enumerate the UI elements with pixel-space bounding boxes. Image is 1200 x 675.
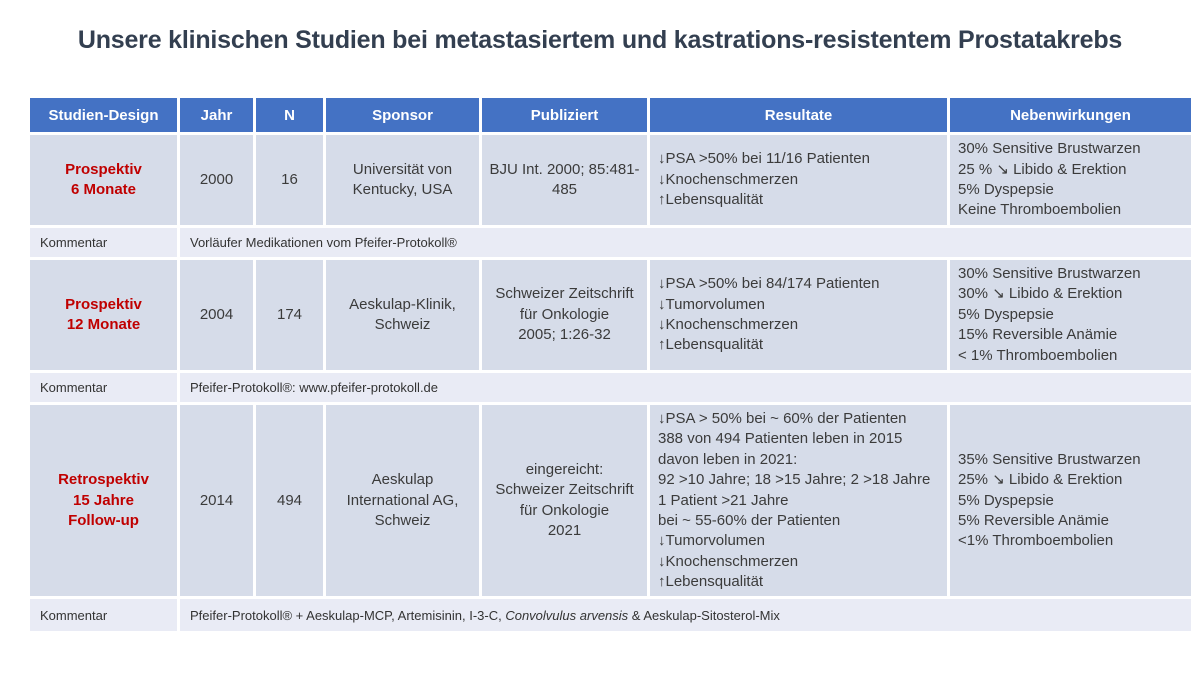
col-header-n: N [256,98,323,132]
col-header-resultate: Resultate [650,98,947,132]
nebenwirkungen-cell: 35% Sensitive Brustwarzen 25% ↘ Libido &… [950,404,1191,597]
kommentar-text-post: & Aeskulap-Sitosterol-Mix [628,607,780,623]
kommentar-label: Kommentar [30,372,177,402]
kommentar-text-pre: Pfeifer-Protokoll® + Aeskulap-MCP, Artem… [190,607,506,623]
n-cell: 174 [256,260,323,370]
n-cell: 16 [256,135,323,225]
kommentar-row-3: Kommentar Pfeifer-Protokoll® + Aeskulap-… [30,599,1191,632]
resultate-cell: ↓PSA >50% bei 84/174 Patienten ↓Tumorvol… [650,260,947,370]
nebenwirkungen-cell: 30% Sensitive Brustwarzen 25 % ↘ Libido … [950,135,1191,225]
jahr-cell: 2000 [180,135,253,225]
table-header-row: Studien-Design Jahr N Sponsor Publiziert… [30,98,1191,132]
table-row-study-2000: Prospektiv 6 Monate 2000 16 Universität … [30,135,1191,225]
kommentar-text: Pfeifer-Protokoll®: www.pfeifer-protokol… [180,372,1191,402]
table-row-study-2004: Prospektiv 12 Monate 2004 174 Aeskulap-K… [30,260,1191,370]
kommentar-label: Kommentar [30,599,177,632]
resultate-cell: ↓PSA > 50% bei ~ 60% der Patienten 388 v… [650,404,947,597]
nebenwirkungen-cell: 30% Sensitive Brustwarzen 30% ↘ Libido &… [950,260,1191,370]
kommentar-label: Kommentar [30,228,177,257]
kommentar-text: Vorläufer Medikationen vom Pfeifer-Proto… [180,228,1191,257]
design-cell: Prospektiv 12 Monate [30,260,177,370]
publiziert-cell: Schweizer Zeitschrift für Onkologie 2005… [482,260,647,370]
page-title: Unsere klinischen Studien bei metastasie… [77,26,1123,54]
kommentar-text-italic: Convolvulus arvensis [505,607,629,623]
design-cell: Prospektiv 6 Monate [30,135,177,225]
design-cell: Retrospektiv 15 Jahre Follow-up [30,404,177,597]
publiziert-cell: eingereicht: Schweizer Zeitschrift für O… [482,404,647,597]
studies-table: Studien-Design Jahr N Sponsor Publiziert… [27,95,1194,635]
kommentar-row-1: Kommentar Vorläufer Medikationen vom Pfe… [30,228,1191,257]
col-header-nebenwirkungen: Nebenwirkungen [950,98,1191,132]
col-header-publiziert: Publiziert [482,98,647,132]
jahr-cell: 2014 [180,404,253,597]
kommentar-row-2: Kommentar Pfeifer-Protokoll®: www.pfeife… [30,372,1191,402]
jahr-cell: 2004 [180,260,253,370]
table-row-study-2014: Retrospektiv 15 Jahre Follow-up 2014 494… [30,404,1191,597]
resultate-cell: ↓PSA >50% bei 11/16 Patienten ↓Knochensc… [650,135,947,225]
n-cell: 494 [256,404,323,597]
sponsor-cell: Universität von Kentucky, USA [326,135,479,225]
publiziert-cell: BJU Int. 2000; 85:481- 485 [482,135,647,225]
sponsor-cell: Aeskulap International AG, Schweiz [326,404,479,597]
col-header-jahr: Jahr [180,98,253,132]
col-header-studien-design: Studien-Design [30,98,177,132]
sponsor-cell: Aeskulap-Klinik, Schweiz [326,260,479,370]
col-header-sponsor: Sponsor [326,98,479,132]
kommentar-text: Pfeifer-Protokoll® + Aeskulap-MCP, Artem… [180,599,1191,632]
